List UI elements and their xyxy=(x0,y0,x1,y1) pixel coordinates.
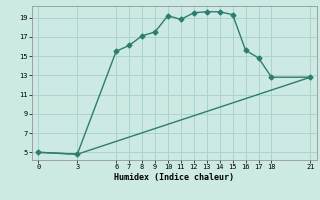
X-axis label: Humidex (Indice chaleur): Humidex (Indice chaleur) xyxy=(115,173,234,182)
